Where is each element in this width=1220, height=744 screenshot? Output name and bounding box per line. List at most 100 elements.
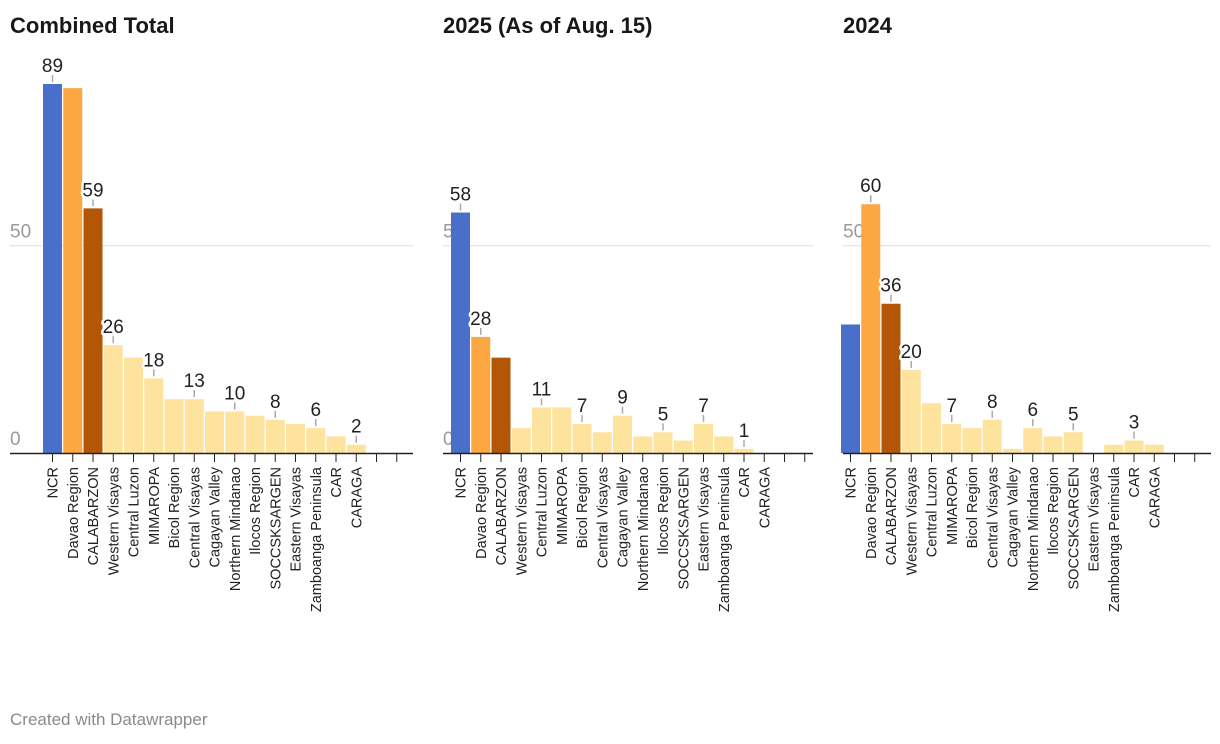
bar-davao-region: [471, 336, 491, 453]
x-tick-label: Western Visayas: [514, 467, 530, 575]
data-label: 20: [901, 342, 922, 363]
x-tick-label: Zamboanga Peninsula: [1107, 466, 1123, 612]
bar-northern-mindanao: [633, 436, 653, 453]
x-tick-label: Central Visayas: [985, 467, 1001, 568]
bar-mimaropa: [942, 423, 962, 453]
bar-central-luzon: [922, 403, 941, 453]
x-tick-label: Northern Mindanao: [636, 467, 652, 591]
bar-ilocos-region: [245, 415, 265, 453]
x-tick-label: Central Luzon: [127, 467, 143, 557]
x-tick-label: Cagayan Valley: [616, 466, 632, 567]
x-tick-label: Ilocos Region: [248, 467, 264, 555]
data-label: 10: [224, 384, 245, 405]
bar-car: [326, 436, 346, 453]
bar-cagayan-valley: [1003, 448, 1022, 453]
data-label: 60: [860, 176, 881, 197]
x-tick-label: Bicol Region: [965, 467, 981, 548]
bar-ncr: [841, 324, 860, 453]
x-tick-label: Central Luzon: [925, 467, 941, 557]
bar-central-luzon: [532, 407, 551, 453]
bar-mimaropa: [552, 407, 572, 453]
bar-western-visayas: [103, 345, 123, 453]
x-tick-label: Central Visayas: [187, 467, 203, 568]
x-tick-label: Central Luzon: [535, 467, 551, 557]
x-tick-label: CALABARZON: [884, 467, 900, 565]
x-tick-label: SOCCSKSARGEN: [1066, 467, 1082, 589]
chart-panel-1: Combined Total 0 50 NCR Davao Region CALABARZ…: [10, 13, 413, 612]
bar-northern-mindanao: [225, 411, 245, 453]
bar-western-visayas: [511, 428, 531, 453]
x-tick-label: Davao Region: [474, 467, 490, 559]
x-tick-label: Western Visayas: [106, 467, 122, 575]
data-label: 7: [698, 396, 709, 417]
bar-ilocos-region: [653, 432, 673, 453]
x-tick-label: Northern Mindanao: [228, 467, 244, 591]
bar-northern-mindanao: [1023, 428, 1043, 453]
bar-central-visayas: [592, 432, 612, 453]
x-tick-label: Cagayan Valley: [1006, 466, 1022, 567]
bar-ilocos-region: [1043, 436, 1063, 453]
data-label: 28: [470, 309, 491, 330]
bar-soccsksargen: [673, 440, 693, 453]
x-tick-label: Eastern Visayas: [697, 467, 713, 572]
data-label: 5: [1068, 404, 1079, 425]
data-label: 3: [1129, 413, 1140, 434]
bar-zamboanga-peninsula: [1104, 444, 1124, 453]
data-label: 13: [184, 371, 205, 392]
chart-panel-3: 2024050NCRDavao RegionCALABARZONWestern …: [841, 13, 1211, 612]
chart-title: Combined Total: [10, 13, 175, 38]
x-tick-label: Zamboanga Peninsula: [309, 466, 325, 612]
x-tick-label: Davao Region: [864, 467, 880, 559]
x-tick-label: SOCCSKSARGEN: [268, 467, 284, 589]
bar-zamboanga-peninsula: [714, 436, 734, 453]
data-label: 2: [351, 417, 362, 438]
data-label: 6: [1027, 400, 1038, 421]
x-tick-label: Eastern Visayas: [289, 467, 305, 572]
x-tick-label: CAR: [1127, 467, 1143, 498]
bar-soccsksargen: [1063, 432, 1083, 453]
x-tick-label: CALABARZON: [494, 467, 510, 565]
y-tick-label: 0: [443, 429, 454, 450]
y-tick-label: 50: [843, 222, 864, 243]
data-label: 59: [82, 180, 103, 201]
bar-bicol-region: [164, 399, 184, 453]
bar-eastern-visayas: [286, 423, 305, 453]
bar-ncr: [43, 84, 62, 454]
chart-title: 2025 (As of Aug. 15): [443, 13, 652, 38]
data-label: 11: [532, 379, 552, 400]
bar-calabarzon: [491, 357, 511, 453]
bar-caraga: [1144, 444, 1164, 453]
x-tick-label: Ilocos Region: [1046, 467, 1062, 555]
data-label: 89: [42, 56, 63, 77]
bar-bicol-region: [962, 428, 982, 453]
x-tick-label: Bicol Region: [575, 467, 591, 548]
bar-central-visayas: [982, 419, 1002, 453]
data-label: 8: [987, 392, 998, 413]
x-tick-label: Eastern Visayas: [1087, 467, 1103, 572]
x-tick-label: NCR: [46, 467, 62, 498]
bar-central-luzon: [124, 357, 143, 453]
bar-western-visayas: [901, 370, 921, 453]
data-label: 36: [880, 276, 901, 297]
x-tick-label: CARAGA: [757, 467, 773, 529]
footer-credit: Created with Datawrapper: [10, 710, 208, 729]
x-tick-label: Central Visayas: [595, 467, 611, 568]
bar-cagayan-valley: [613, 415, 632, 453]
data-label: 8: [270, 392, 281, 413]
bar-ncr: [451, 212, 470, 453]
bar-eastern-visayas: [694, 423, 713, 453]
x-tick-label: CAR: [329, 467, 345, 498]
x-tick-label: CARAGA: [1147, 467, 1163, 529]
x-tick-label: NCR: [454, 467, 470, 498]
x-tick-label: Davao Region: [66, 467, 82, 559]
bar-caraga: [346, 444, 366, 453]
x-tick-label: SOCCSKSARGEN: [676, 467, 692, 589]
bar-central-visayas: [184, 399, 204, 453]
data-label: 5: [658, 404, 669, 425]
x-tick-label: CALABARZON: [86, 467, 102, 565]
data-label: 6: [310, 400, 321, 421]
bar-bicol-region: [572, 423, 592, 453]
y-tick-label: 50: [10, 222, 31, 243]
bar-mimaropa: [144, 378, 164, 453]
